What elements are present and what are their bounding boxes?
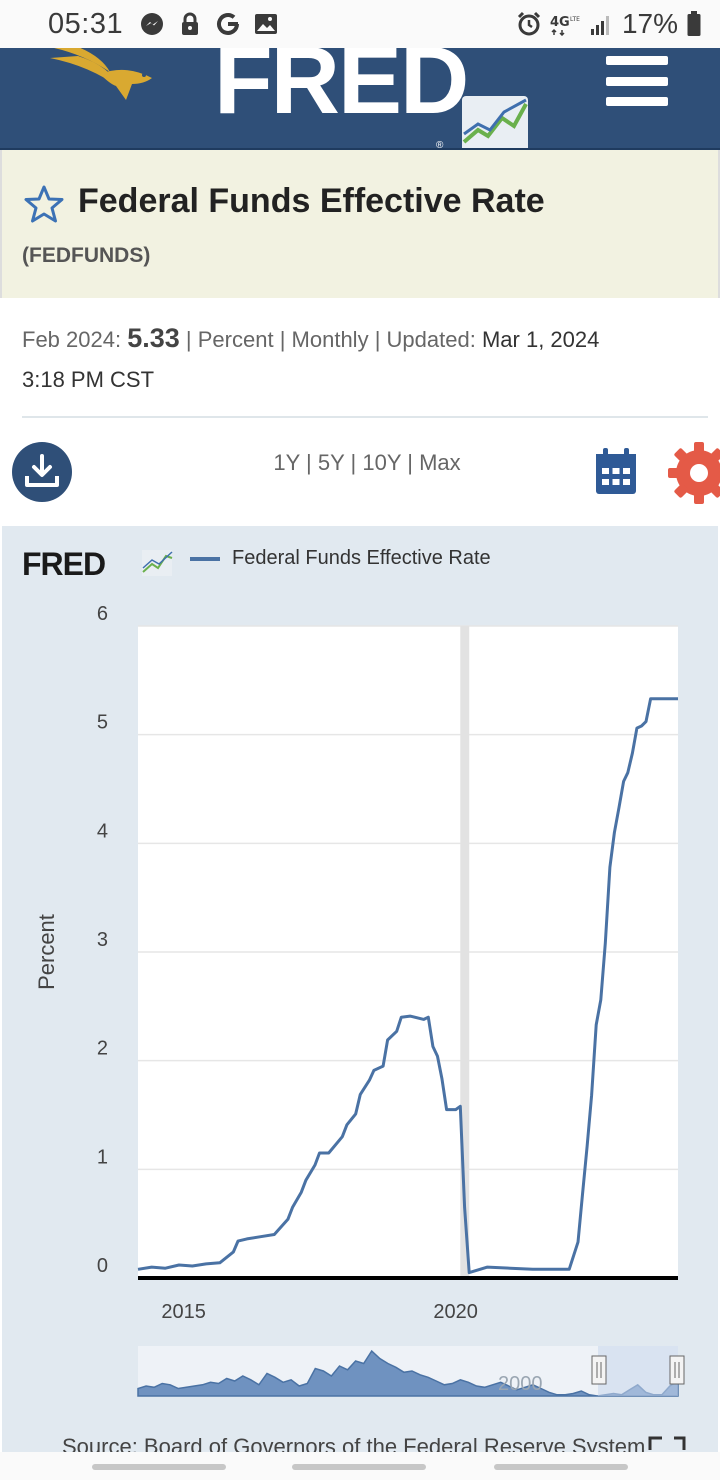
- latest-value: 5.33: [127, 323, 180, 353]
- lock-icon: [177, 11, 203, 37]
- y-tick-label: 6: [97, 603, 108, 625]
- messenger-icon: [139, 11, 165, 37]
- navigator-label: 2000: [498, 1373, 543, 1395]
- status-bar: 05:31 4G LTE 17%: [0, 0, 720, 48]
- updated-label: Updated:: [386, 327, 476, 352]
- range-max[interactable]: Max: [419, 450, 461, 475]
- fred-logo-chart-icon: [462, 96, 528, 148]
- updated-time: 3:18 PM CST: [22, 367, 155, 392]
- meta-separator: |: [279, 327, 286, 352]
- series-id: (FEDFUNDS): [22, 244, 151, 267]
- y-tick-label: 3: [97, 929, 108, 951]
- x-axis-ticks: 2015 2020: [161, 1301, 478, 1323]
- status-time: 05:31: [48, 7, 124, 40]
- source-text: Source: Board of Governors of the Federa…: [62, 1434, 645, 1456]
- series-title: Federal Funds Effective Rate: [78, 182, 545, 220]
- y-tick-label: 0: [97, 1255, 108, 1277]
- 4g-lte-icon: 4G LTE: [550, 11, 580, 37]
- graph-panel: FRED Federal Funds Effective Rate 0 1 2 3 4 5…: [2, 526, 718, 1456]
- units-label[interactable]: Percent: [197, 327, 274, 352]
- download-button[interactable]: [12, 442, 72, 502]
- y-tick-label: 5: [97, 712, 108, 734]
- signal-icon: [588, 11, 614, 37]
- calendar-icon[interactable]: [594, 448, 638, 496]
- google-icon: [215, 11, 241, 37]
- y-axis-label: Percent: [34, 914, 59, 990]
- settings-gear-icon[interactable]: [668, 442, 720, 504]
- svg-text:LTE: LTE: [570, 16, 580, 23]
- series-line: [137, 697, 678, 1275]
- y-tick-label: 2: [97, 1038, 108, 1060]
- range-navigator[interactable]: 2000: [137, 1346, 685, 1397]
- site-header: FRED ®: [0, 48, 720, 150]
- divider: [22, 416, 708, 418]
- x-tick-label: 2015: [161, 1301, 206, 1323]
- range-separator: |: [350, 450, 357, 475]
- x-tick-label: 2020: [433, 1301, 478, 1323]
- range-1y[interactable]: 1Y: [273, 450, 300, 475]
- download-icon: [25, 454, 59, 487]
- battery-icon: [686, 11, 702, 37]
- status-notification-icons: [139, 11, 279, 37]
- period-label: Feb 2024:: [22, 327, 122, 352]
- menu-icon[interactable]: [606, 56, 668, 106]
- range-10y[interactable]: 10Y: [362, 450, 402, 475]
- date-range-selector: 1Y | 5Y | 10Y | Max: [0, 450, 720, 476]
- chart-brand-icon: [142, 550, 173, 576]
- navigator-handle-right[interactable]: [669, 1355, 685, 1385]
- nav-back-indicator[interactable]: [92, 1464, 226, 1470]
- status-right: 4G LTE 17%: [516, 8, 702, 40]
- navigator-selection[interactable]: [598, 1346, 678, 1396]
- svg-text:4G: 4G: [550, 15, 570, 30]
- system-navigation-bar: [0, 1452, 720, 1480]
- series-title-band: [0, 150, 720, 298]
- updated-date: Mar 1, 2024: [481, 327, 600, 352]
- eagle-logo-icon[interactable]: [40, 48, 170, 106]
- range-5y[interactable]: 5Y: [317, 450, 345, 475]
- range-separator: |: [407, 450, 413, 475]
- nav-home-indicator[interactable]: [292, 1464, 426, 1470]
- y-tick-label: 4: [97, 820, 108, 842]
- registered-mark: ®: [436, 140, 444, 150]
- y-tick-label: 1: [97, 1146, 108, 1168]
- fred-logo-text[interactable]: FRED: [214, 48, 469, 134]
- chart-brand-text: FRED: [22, 546, 105, 582]
- meta-separator: |: [185, 327, 192, 352]
- legend-label[interactable]: Federal Funds Effective Rate: [232, 547, 491, 569]
- grid-lines: [138, 625, 678, 1171]
- recession-shade: [460, 626, 470, 1278]
- frequency-label: Monthly: [291, 327, 369, 352]
- battery-level: 17%: [621, 8, 678, 39]
- range-separator: |: [306, 450, 312, 475]
- meta-separator: |: [374, 327, 381, 352]
- image-icon: [253, 11, 279, 37]
- navigator-handle-left[interactable]: [591, 1355, 607, 1385]
- alarm-icon: [516, 11, 542, 37]
- fred-chart[interactable]: FRED Federal Funds Effective Rate 0 1 2 3 4 5…: [2, 526, 718, 1456]
- y-axis-ticks: 0 1 2 3 4 5 6: [97, 603, 108, 1277]
- nav-recents-indicator[interactable]: [494, 1464, 628, 1470]
- series-meta: Feb 2024: 5.33 | Percent | Monthly | Upd…: [22, 318, 702, 400]
- star-icon[interactable]: [24, 184, 64, 224]
- fullscreen-icon[interactable]: [648, 1436, 686, 1450]
